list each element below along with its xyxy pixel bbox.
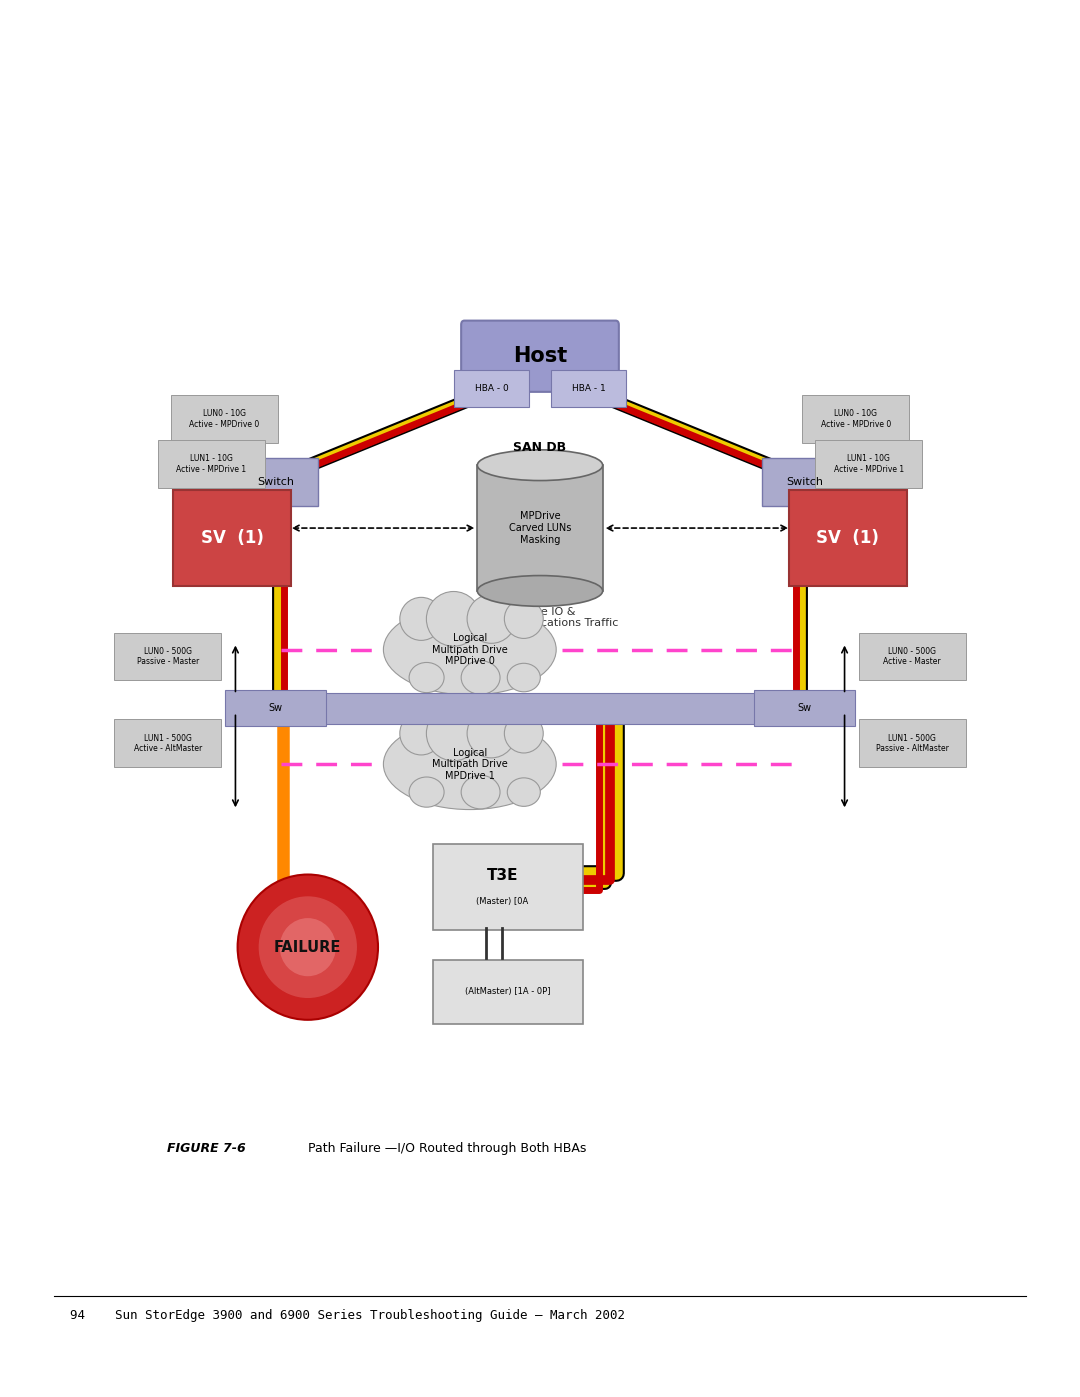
Text: (AltMaster) [1A - 0P]: (AltMaster) [1A - 0P] [464,988,551,996]
Text: Sw: Sw [268,703,283,714]
Ellipse shape [409,662,444,693]
Ellipse shape [508,664,540,692]
Text: T3E: T3E [486,869,518,883]
FancyBboxPatch shape [754,690,855,726]
Text: Path Failure —I/O Routed through Both HBAs: Path Failure —I/O Routed through Both HB… [292,1141,586,1155]
Text: LUN0 - 10G
Active - MPDrive 0: LUN0 - 10G Active - MPDrive 0 [189,409,259,429]
Text: Switch: Switch [786,476,823,488]
Text: LUN1 - 500G
Passive - AltMaster: LUN1 - 500G Passive - AltMaster [876,733,948,753]
Text: Storage IO &
SVE Communications Traffic: Storage IO & SVE Communications Traffic [462,606,618,629]
Text: Host: Host [513,346,567,366]
Text: Logical
Multipath Drive
MPDrive 1: Logical Multipath Drive MPDrive 1 [432,747,508,781]
Ellipse shape [504,599,543,638]
FancyBboxPatch shape [454,370,529,407]
FancyBboxPatch shape [432,844,583,930]
Text: LUN0 - 10G
Active - MPDrive 0: LUN0 - 10G Active - MPDrive 0 [821,409,891,429]
FancyBboxPatch shape [233,458,319,506]
FancyBboxPatch shape [173,490,292,587]
FancyBboxPatch shape [432,960,583,1024]
FancyBboxPatch shape [788,490,907,587]
Text: LUN0 - 500G
Passive - Master: LUN0 - 500G Passive - Master [137,647,199,666]
Ellipse shape [467,595,516,643]
FancyBboxPatch shape [762,458,847,506]
FancyBboxPatch shape [859,633,966,680]
Ellipse shape [477,450,603,481]
Text: Switch: Switch [257,476,294,488]
Text: SAN DB: SAN DB [513,440,567,454]
Bar [477,465,603,591]
FancyBboxPatch shape [552,370,626,407]
FancyBboxPatch shape [158,440,265,488]
Ellipse shape [477,576,603,606]
Ellipse shape [461,661,500,694]
Ellipse shape [238,875,378,1020]
Ellipse shape [259,897,356,997]
Ellipse shape [508,778,540,806]
Text: LUN1 - 10G
Active - MPDrive 1: LUN1 - 10G Active - MPDrive 1 [176,454,246,474]
Text: Sw: Sw [797,703,812,714]
Text: LUN1 - 10G
Active - MPDrive 1: LUN1 - 10G Active - MPDrive 1 [834,454,904,474]
FancyBboxPatch shape [114,633,221,680]
Text: HBA - 0: HBA - 0 [474,384,509,393]
Ellipse shape [461,775,500,809]
Ellipse shape [409,777,444,807]
FancyBboxPatch shape [461,321,619,391]
FancyBboxPatch shape [171,395,278,443]
Text: LUN1 - 500G
Active - AltMaster: LUN1 - 500G Active - AltMaster [134,733,202,753]
Text: 94    Sun StorEdge 3900 and 6900 Series Troubleshooting Guide — March 2002: 94 Sun StorEdge 3900 and 6900 Series Tro… [70,1309,625,1323]
Ellipse shape [427,705,481,761]
Text: LUN0 - 500G
Active - Master: LUN0 - 500G Active - Master [883,647,941,666]
Text: FAILURE: FAILURE [274,940,341,954]
Ellipse shape [427,591,481,647]
Text: Logical
Multipath Drive
MPDrive 0: Logical Multipath Drive MPDrive 0 [432,633,508,666]
Text: SV  (1): SV (1) [201,529,264,546]
FancyBboxPatch shape [114,719,221,767]
FancyBboxPatch shape [225,690,326,726]
Text: MPDrive
Carved LUNs
Masking: MPDrive Carved LUNs Masking [509,511,571,545]
Ellipse shape [400,598,443,640]
Text: (Master) [0A: (Master) [0A [476,897,528,905]
FancyBboxPatch shape [802,395,909,443]
Ellipse shape [383,718,556,810]
Ellipse shape [504,714,543,753]
Ellipse shape [400,712,443,754]
FancyBboxPatch shape [859,719,966,767]
Ellipse shape [280,918,336,977]
FancyBboxPatch shape [815,440,922,488]
Text: FIGURE 7-6: FIGURE 7-6 [167,1141,246,1155]
Ellipse shape [383,604,556,694]
Text: SV  (1): SV (1) [816,529,879,546]
Text: HBA - 1: HBA - 1 [571,384,606,393]
Ellipse shape [467,710,516,757]
FancyBboxPatch shape [227,693,853,724]
